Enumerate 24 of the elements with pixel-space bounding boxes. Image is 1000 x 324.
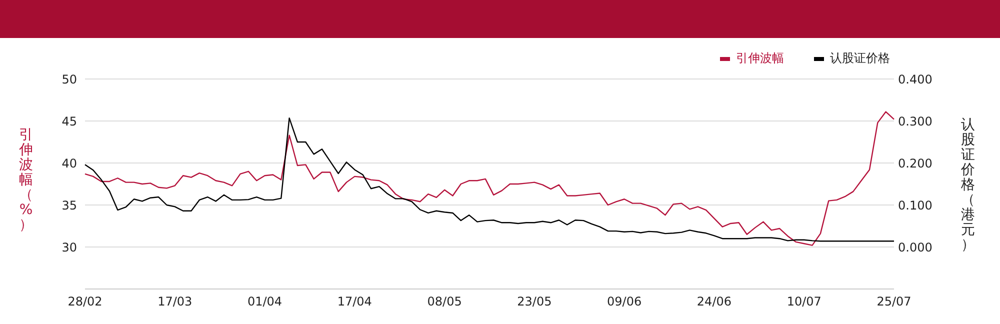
y2-tick-label: 0.200: [898, 156, 932, 170]
y-axis-title: 引伸波幅（%）: [18, 127, 34, 233]
x-tick-label: 08/05: [427, 294, 462, 309]
x-tick-label: 01/04: [247, 294, 282, 309]
y-tick-label: 45: [62, 114, 77, 128]
y2-tick-label: 0.100: [898, 198, 932, 212]
y2-tick-label: 0.300: [898, 114, 932, 128]
x-tick-label: 28/02: [68, 294, 102, 309]
legend-label: 认股证价格: [830, 50, 890, 67]
x-tick-label: 25/07: [876, 294, 912, 309]
legend-label: 引伸波幅: [736, 50, 784, 67]
x-tick-label: 23/05: [517, 294, 552, 309]
x-tick-label: 24/06: [696, 294, 732, 309]
y-tick-label: 30: [62, 240, 77, 254]
x-tick-label: 17/04: [337, 294, 372, 309]
x-tick-label: 10/07: [786, 294, 822, 309]
y-tick-label: 35: [62, 198, 77, 212]
y-tick-label: 50: [62, 72, 77, 86]
x-tick-label: 09/06: [607, 294, 642, 309]
y-tick-label: 40: [62, 156, 77, 170]
text: 认股证价格（港元）: [961, 117, 975, 253]
x-tick-label: 17/03: [158, 294, 192, 309]
y2-tick-label: 0.000: [898, 240, 932, 254]
y2-tick-label: 0.400: [898, 72, 932, 86]
